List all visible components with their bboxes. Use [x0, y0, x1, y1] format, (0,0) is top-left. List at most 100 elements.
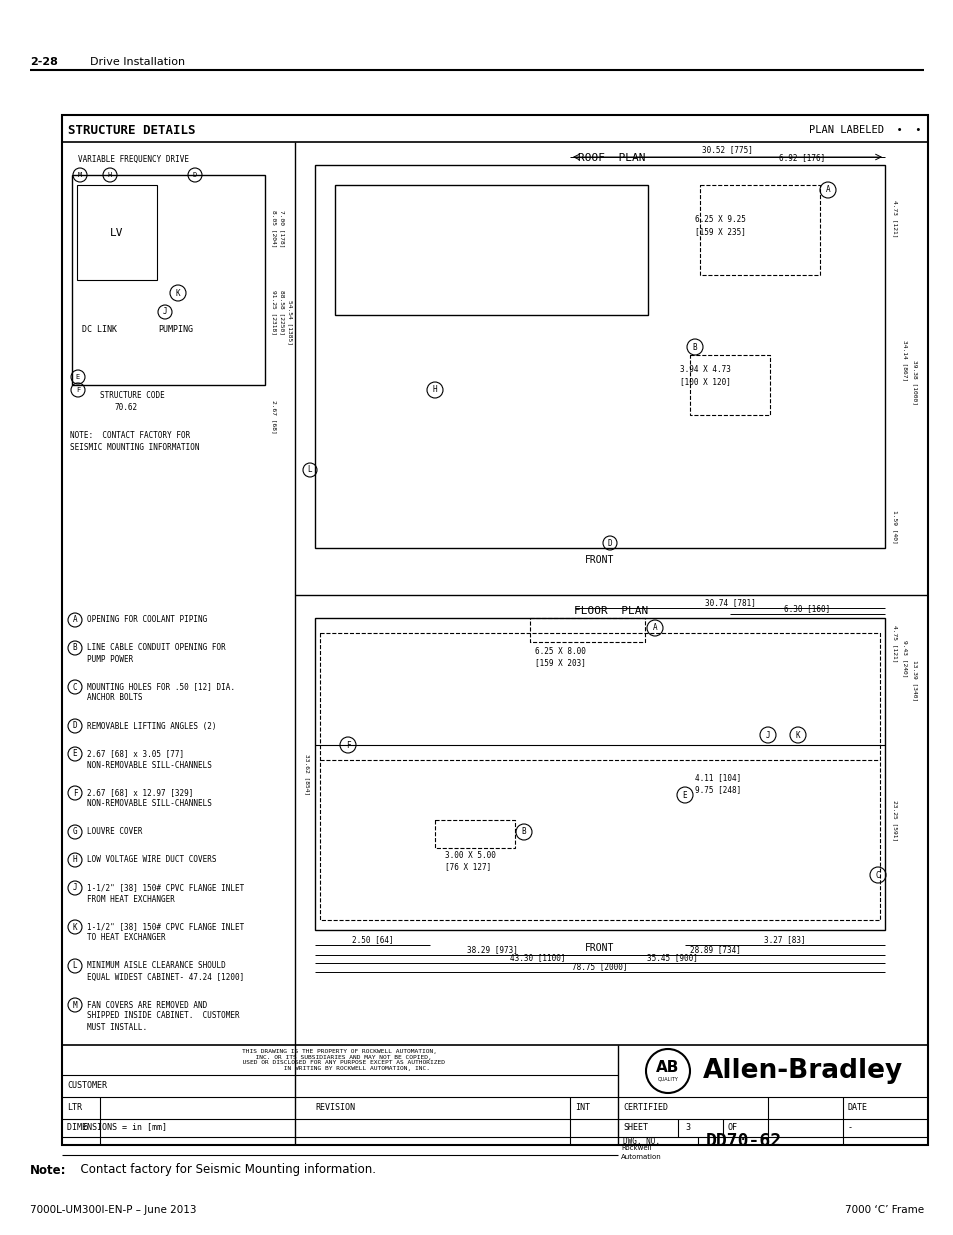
- Text: C: C: [72, 683, 77, 692]
- Text: E: E: [72, 750, 77, 758]
- Text: A: A: [825, 185, 829, 194]
- Text: ROOF  PLAN: ROOF PLAN: [578, 153, 644, 163]
- Text: H: H: [72, 856, 77, 864]
- Bar: [530, 618, 644, 642]
- Text: ANCHOR BOLTS: ANCHOR BOLTS: [87, 694, 142, 703]
- Text: 6.25 X 9.25: 6.25 X 9.25: [695, 215, 745, 225]
- Text: FLOOR  PLAN: FLOOR PLAN: [574, 606, 648, 616]
- Text: NON-REMOVABLE SILL-CHANNELS: NON-REMOVABLE SILL-CHANNELS: [87, 761, 212, 769]
- Text: 2.67 [68] x 3.05 [77]: 2.67 [68] x 3.05 [77]: [87, 750, 184, 758]
- Text: J: J: [72, 883, 77, 893]
- Text: K: K: [175, 289, 180, 298]
- Text: 6.30 [160]: 6.30 [160]: [783, 604, 830, 614]
- Text: 78.75 [2000]: 78.75 [2000]: [572, 962, 627, 972]
- Text: Allen-Bradley: Allen-Bradley: [702, 1058, 902, 1084]
- Text: DIMENSIONS = in [mm]: DIMENSIONS = in [mm]: [67, 1123, 167, 1131]
- Text: A: A: [72, 615, 77, 625]
- Text: LINE CABLE CONDUIT OPENING FOR: LINE CABLE CONDUIT OPENING FOR: [87, 643, 226, 652]
- Text: 2.50 [64]: 2.50 [64]: [352, 935, 393, 945]
- Text: E: E: [76, 374, 80, 380]
- Text: 6.92 [176]: 6.92 [176]: [779, 153, 824, 163]
- Text: B: B: [521, 827, 526, 836]
- Text: D: D: [193, 172, 197, 178]
- Text: M: M: [78, 172, 82, 178]
- Text: Rockwell: Rockwell: [620, 1145, 651, 1151]
- Text: 3.94 X 4.73: 3.94 X 4.73: [679, 366, 730, 374]
- Text: F: F: [72, 788, 77, 798]
- Text: Drive Installation: Drive Installation: [90, 57, 185, 67]
- Text: OF: OF: [727, 1124, 738, 1132]
- Text: 1.59 [40]: 1.59 [40]: [892, 510, 897, 543]
- Text: Contact factory for Seismic Mounting information.: Contact factory for Seismic Mounting inf…: [73, 1163, 375, 1177]
- Text: F: F: [76, 387, 80, 393]
- Text: INT: INT: [575, 1104, 589, 1113]
- Text: 35.45 [900]: 35.45 [900]: [646, 953, 698, 962]
- Text: F: F: [345, 741, 350, 750]
- Text: 43.30 [1100]: 43.30 [1100]: [509, 953, 565, 962]
- Text: K: K: [72, 923, 77, 931]
- Text: STRUCTURE CODE: STRUCTURE CODE: [100, 390, 165, 399]
- Text: D: D: [72, 721, 77, 730]
- Text: 9.43 [240]: 9.43 [240]: [902, 640, 906, 678]
- Text: OPENING FOR COOLANT PIPING: OPENING FOR COOLANT PIPING: [87, 615, 207, 625]
- Text: H: H: [108, 172, 112, 178]
- Text: SHIPPED INSIDE CABINET.  CUSTOMER: SHIPPED INSIDE CABINET. CUSTOMER: [87, 1011, 239, 1020]
- Text: DWG. NO.: DWG. NO.: [622, 1136, 659, 1146]
- Text: LOUVRE COVER: LOUVRE COVER: [87, 827, 142, 836]
- Text: 7000 ‘C’ Frame: 7000 ‘C’ Frame: [844, 1205, 923, 1215]
- Text: 91.25 [2318]: 91.25 [2318]: [272, 290, 276, 335]
- Text: 39.38 [1000]: 39.38 [1000]: [911, 359, 917, 405]
- Text: CERTIFIED: CERTIFIED: [622, 1104, 667, 1113]
- Text: 1-1/2" [38] 150# CPVC FLANGE INLET: 1-1/2" [38] 150# CPVC FLANGE INLET: [87, 923, 244, 931]
- Text: FROM HEAT EXCHANGER: FROM HEAT EXCHANGER: [87, 894, 174, 904]
- Text: 3: 3: [685, 1124, 690, 1132]
- Text: MINIMUM AISLE CLEARANCE SHOULD: MINIMUM AISLE CLEARANCE SHOULD: [87, 962, 226, 971]
- Text: Automation: Automation: [620, 1153, 661, 1160]
- Text: 54.54 [1385]: 54.54 [1385]: [287, 300, 293, 345]
- Text: REVISION: REVISION: [314, 1104, 355, 1113]
- Text: FAN COVERS ARE REMOVED AND: FAN COVERS ARE REMOVED AND: [87, 1000, 207, 1009]
- Text: SEISMIC MOUNTING INFORMATION: SEISMIC MOUNTING INFORMATION: [70, 442, 199, 452]
- Text: 33.62 [854]: 33.62 [854]: [304, 755, 309, 795]
- Bar: [77, 185, 157, 280]
- Text: DD70-62: DD70-62: [705, 1132, 781, 1150]
- Text: PUMPING: PUMPING: [158, 326, 193, 335]
- Text: [100 X 120]: [100 X 120]: [679, 378, 730, 387]
- Bar: [335, 185, 647, 315]
- Text: 3.00 X 5.00: 3.00 X 5.00: [444, 851, 496, 860]
- Text: NOTE:  CONTACT FACTORY FOR: NOTE: CONTACT FACTORY FOR: [70, 431, 190, 440]
- Text: E: E: [682, 790, 686, 799]
- Bar: [314, 618, 884, 930]
- Text: EQUAL WIDEST CABINET- 47.24 [1200]: EQUAL WIDEST CABINET- 47.24 [1200]: [87, 972, 244, 982]
- Text: NON-REMOVABLE SILL-CHANNELS: NON-REMOVABLE SILL-CHANNELS: [87, 799, 212, 809]
- Text: B: B: [72, 643, 77, 652]
- Text: -: -: [847, 1124, 852, 1132]
- Text: LOW VOLTAGE WIRE DUCT COVERS: LOW VOLTAGE WIRE DUCT COVERS: [87, 856, 216, 864]
- Text: 88.58 [2250]: 88.58 [2250]: [279, 290, 284, 335]
- Text: 30.74 [781]: 30.74 [781]: [704, 599, 755, 608]
- Text: J: J: [765, 730, 769, 740]
- Text: 4.73 [121]: 4.73 [121]: [892, 200, 897, 237]
- Text: L: L: [72, 962, 77, 971]
- Text: [76 X 127]: [76 X 127]: [444, 862, 491, 872]
- Text: 9.75 [248]: 9.75 [248]: [695, 785, 740, 794]
- Text: 4.11 [104]: 4.11 [104]: [695, 773, 740, 783]
- Text: C: C: [875, 871, 880, 879]
- Text: TO HEAT EXCHANGER: TO HEAT EXCHANGER: [87, 934, 166, 942]
- Text: 28.89 [734]: 28.89 [734]: [689, 946, 740, 955]
- Text: REMOVABLE LIFTING ANGLES (2): REMOVABLE LIFTING ANGLES (2): [87, 721, 216, 730]
- Text: QUALITY: QUALITY: [657, 1077, 678, 1082]
- Text: Note:: Note:: [30, 1163, 67, 1177]
- Text: LV: LV: [111, 227, 124, 237]
- Text: DC LINK: DC LINK: [82, 326, 117, 335]
- Text: 70.62: 70.62: [115, 403, 138, 411]
- Text: [159 X 235]: [159 X 235]: [695, 227, 745, 236]
- Text: G: G: [72, 827, 77, 836]
- Text: SHEET: SHEET: [622, 1124, 647, 1132]
- Text: A: A: [652, 624, 657, 632]
- Text: 2.67 [68]: 2.67 [68]: [272, 400, 276, 433]
- Text: H: H: [433, 385, 436, 394]
- Text: B: B: [692, 342, 697, 352]
- Text: 6: 6: [82, 1124, 88, 1132]
- Text: 4.75 [121]: 4.75 [121]: [892, 625, 897, 662]
